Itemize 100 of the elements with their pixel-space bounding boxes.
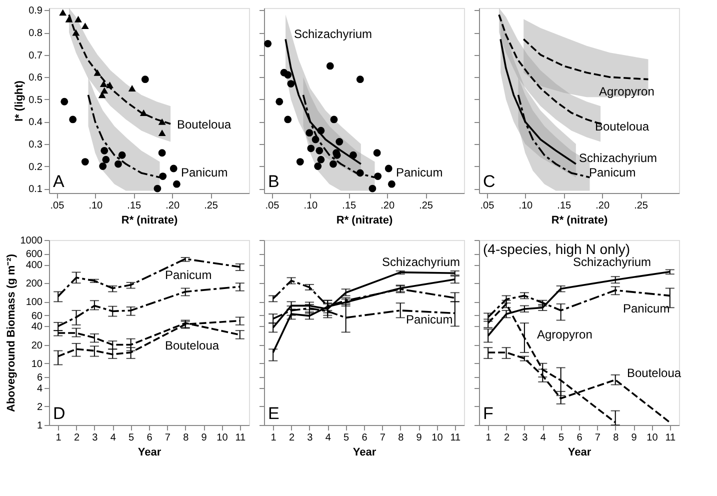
x-tick-label: 2 bbox=[288, 432, 295, 444]
annotation: E bbox=[268, 404, 280, 423]
x-tick-label: .10 bbox=[304, 200, 318, 212]
y-tick-label: 0.3 bbox=[28, 139, 43, 150]
x-axis-title: Year bbox=[138, 446, 162, 458]
x-axis-title: Year bbox=[352, 446, 377, 458]
annotation: A bbox=[53, 172, 65, 191]
x-tick-label: 1 bbox=[56, 432, 62, 444]
line-series bbox=[57, 258, 241, 298]
x-tick-label: 11 bbox=[235, 432, 246, 444]
y-tick-label: 10 bbox=[31, 358, 43, 370]
point bbox=[306, 129, 314, 137]
x-tick-label: 4 bbox=[540, 432, 546, 444]
y-axis-title: I* (light) bbox=[14, 80, 26, 122]
point bbox=[114, 160, 122, 168]
x-tick-label: 9 bbox=[201, 432, 208, 444]
point bbox=[350, 151, 357, 159]
annotation: Schizachyrium bbox=[579, 150, 658, 165]
annotation: Bouteloua bbox=[627, 366, 682, 380]
y-tick-label: 4 bbox=[36, 383, 43, 394]
point bbox=[141, 76, 149, 84]
x-tick-label: 5 bbox=[558, 432, 565, 444]
point bbox=[65, 16, 73, 22]
point bbox=[100, 146, 108, 154]
point bbox=[69, 116, 77, 124]
point bbox=[284, 116, 292, 124]
point bbox=[140, 110, 148, 116]
point bbox=[81, 158, 89, 166]
x-tick-label: 10 bbox=[646, 432, 658, 444]
x-tick-label: 3 bbox=[522, 432, 528, 444]
y-tick-label: 0.7 bbox=[28, 50, 43, 62]
point bbox=[74, 16, 82, 22]
x-tick-label: 6 bbox=[362, 432, 368, 444]
x-tick-label: 11 bbox=[450, 432, 462, 444]
x-tick-label: 11 bbox=[665, 432, 676, 444]
x-axis-title: R* (nitrate) bbox=[121, 214, 178, 226]
x-tick-label: .15 bbox=[557, 200, 572, 212]
annotation: (4-species, high N only) bbox=[483, 241, 630, 257]
point bbox=[284, 71, 292, 79]
y-axis-title: Aboveground Biomass (g m⁻²) bbox=[5, 254, 18, 412]
x-tick-label: 5 bbox=[128, 432, 135, 444]
x-tick-label: .15 bbox=[342, 200, 356, 212]
y-tick-label: 0.8 bbox=[28, 28, 43, 40]
x-tick-label: .20 bbox=[380, 200, 395, 212]
x-tick-label: 7 bbox=[594, 432, 601, 444]
x-tick-label: .10 bbox=[88, 200, 104, 212]
x-tick-label: 9 bbox=[631, 432, 638, 444]
point bbox=[287, 80, 295, 88]
x-tick-label: 1 bbox=[270, 432, 277, 444]
point bbox=[307, 144, 315, 152]
annotation: B bbox=[268, 172, 280, 191]
point bbox=[99, 162, 107, 170]
y-tick-label: 400 bbox=[26, 260, 43, 272]
point bbox=[158, 149, 166, 157]
point bbox=[118, 151, 126, 159]
line-series bbox=[57, 286, 241, 328]
point bbox=[158, 118, 166, 125]
x-tick-label: 3 bbox=[307, 432, 314, 444]
y-tick-label: 600 bbox=[26, 249, 43, 260]
x-tick-label: 7 bbox=[380, 432, 386, 444]
x-axis-title: R* (nitrate) bbox=[551, 214, 608, 226]
point bbox=[81, 22, 89, 30]
point bbox=[388, 180, 396, 188]
point bbox=[276, 98, 284, 106]
point bbox=[356, 169, 364, 177]
point bbox=[316, 146, 324, 154]
annotation: Bouteloua bbox=[165, 338, 220, 352]
annotation: Schizachyrium bbox=[294, 26, 372, 41]
x-tick-label: 2 bbox=[504, 432, 510, 444]
annotation: Panicum bbox=[181, 166, 228, 180]
point bbox=[330, 116, 338, 124]
point bbox=[356, 76, 364, 84]
annotation: Panicum bbox=[165, 268, 212, 282]
y-tick-label: 20 bbox=[31, 340, 43, 352]
x-tick-label: .05 bbox=[265, 200, 280, 212]
annotation: Bouteloua bbox=[177, 118, 232, 132]
x-tick-label: 6 bbox=[146, 432, 153, 444]
point bbox=[170, 164, 178, 172]
x-axis-title: R* (nitrate) bbox=[336, 214, 393, 226]
x-tick-label: .20 bbox=[596, 200, 610, 212]
annotation: Agropyron bbox=[599, 84, 654, 98]
point bbox=[326, 62, 334, 70]
x-tick-label: .25 bbox=[419, 200, 434, 212]
point bbox=[159, 172, 167, 180]
y-tick-label: 1 bbox=[36, 420, 43, 432]
annotation: D bbox=[53, 404, 66, 423]
y-tick-label: 0.2 bbox=[28, 162, 43, 173]
point bbox=[59, 9, 67, 16]
x-tick-label: 7 bbox=[164, 432, 171, 444]
point bbox=[314, 162, 322, 170]
x-tick-label: 5 bbox=[344, 432, 350, 444]
annotation: Panicum bbox=[589, 166, 636, 180]
y-tick-label: 200 bbox=[26, 278, 43, 290]
annotation: Bouteloua bbox=[595, 119, 650, 134]
x-tick-label: .25 bbox=[204, 200, 218, 212]
point bbox=[317, 126, 325, 134]
x-tick-label: .05 bbox=[50, 200, 65, 212]
point bbox=[128, 85, 136, 92]
point bbox=[373, 149, 381, 157]
point bbox=[106, 82, 114, 88]
